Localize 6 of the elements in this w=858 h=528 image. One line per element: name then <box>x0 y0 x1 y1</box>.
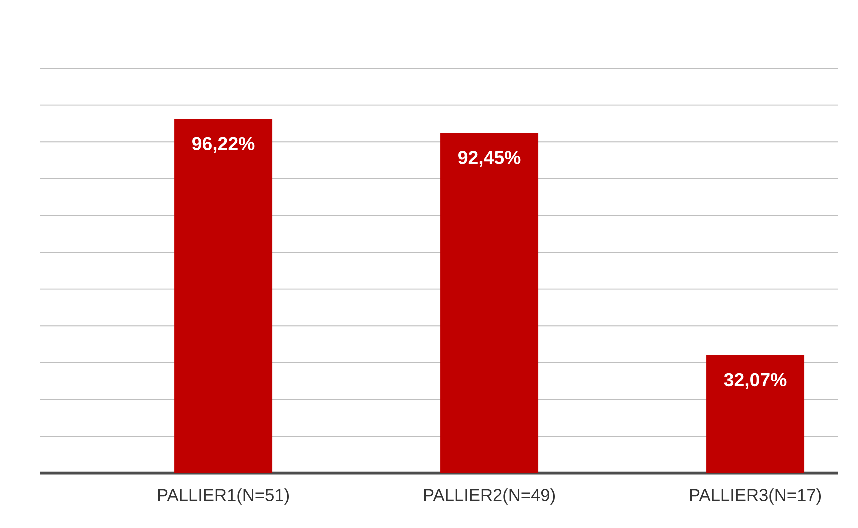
x-tick-label: PALLIER3(N=17) <box>690 488 822 505</box>
x-tick-label: PALLIER2(N=49) <box>424 488 556 505</box>
data-label: 92,45% <box>458 151 521 168</box>
x-tick-label: PALLIER1(N=51) <box>158 488 290 505</box>
data-label: 32,07% <box>724 373 787 390</box>
data-label: 96,22% <box>192 137 255 154</box>
